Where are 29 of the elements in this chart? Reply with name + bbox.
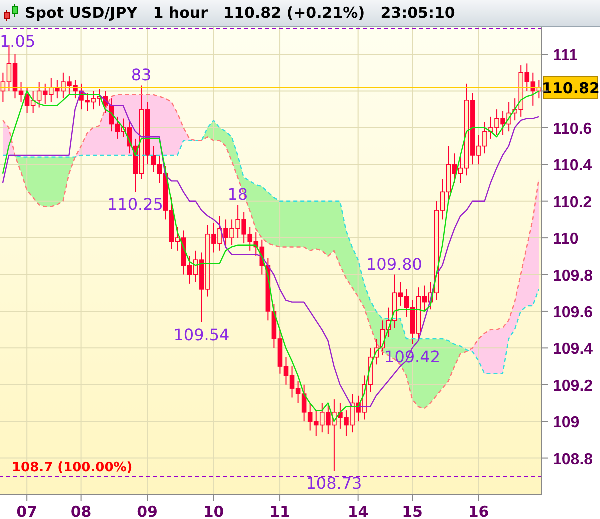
annotation: 18 [228, 185, 248, 204]
x-tick-label: 07 [16, 503, 38, 519]
annotation: 108.73 [306, 474, 362, 494]
y-tick-label: 109.6 [553, 304, 594, 322]
y-tick-label: 111 [553, 48, 578, 65]
ref-line-label: 108.7 (100.00%) [12, 460, 133, 476]
y-tick-label: 109.8 [553, 268, 594, 285]
x-tick-label: 11 [270, 503, 290, 519]
y-tick-label: 110.4 [553, 158, 592, 175]
x-tick-label: 16 [468, 503, 490, 519]
annotation: 110.25 [108, 195, 164, 214]
annotation: 83 [131, 66, 152, 85]
x-tick-label: 14 [348, 503, 369, 519]
y-tick-label: 110.2 [553, 194, 592, 212]
y-tick-label: 109 [553, 414, 580, 432]
x-tick-label: 09 [137, 503, 158, 519]
x-tick-label: 10 [203, 503, 224, 519]
y-tick-label: 110 [553, 231, 579, 248]
x-tick-label: 08 [70, 503, 92, 519]
line-series [2, 120, 540, 374]
x-tick-label: 15 [402, 503, 423, 519]
y-tick-label: 109.4 [553, 341, 594, 358]
y-tick-label: 110.6 [553, 120, 592, 138]
annotation: 109.54 [174, 325, 230, 344]
y-tick-label: 108.8 [553, 451, 594, 468]
y-tick-label: 109.2 [553, 378, 594, 395]
chart-title: Spot USD/JPY 1 hour 110.82 (+0.21%) 23:05:10 [25, 4, 456, 22]
annotation: 109.80 [366, 254, 422, 274]
annotation: 1.05 [0, 32, 36, 51]
